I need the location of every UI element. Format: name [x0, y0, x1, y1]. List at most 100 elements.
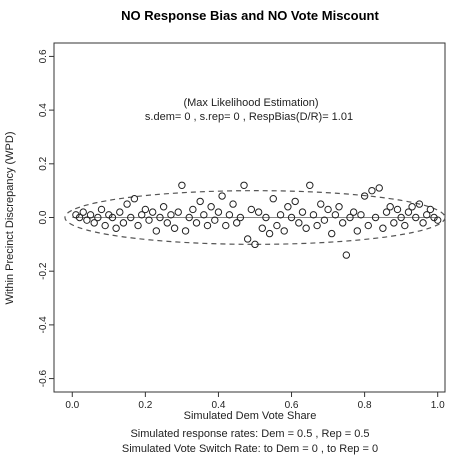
data-point: [258, 224, 266, 232]
x-tick-label: 0.2: [138, 400, 152, 411]
data-point: [170, 224, 179, 232]
y-tick-label: -0.6: [38, 370, 49, 388]
x-tick-label: 0.0: [65, 400, 79, 411]
data-point: [218, 192, 226, 200]
data-point: [141, 205, 150, 214]
data-point: [295, 219, 303, 227]
data-point: [335, 203, 343, 211]
data-point: [181, 227, 190, 235]
data-point: [346, 213, 354, 222]
data-point: [269, 195, 277, 203]
data-point: [280, 227, 288, 235]
data-point: [174, 208, 182, 216]
data-point: [196, 197, 204, 206]
data-point: [222, 221, 230, 230]
y-axis-label: Within Precinct Discrepancy (WPD): [4, 132, 16, 305]
data-point: [127, 213, 135, 222]
data-point: [349, 208, 358, 216]
data-point: [112, 224, 120, 232]
data-point: [229, 200, 237, 208]
data-points: [72, 181, 442, 259]
data-point: [75, 213, 84, 222]
data-point: [163, 219, 171, 227]
data-point: [189, 205, 197, 214]
data-point: [309, 211, 318, 219]
data-point: [178, 181, 186, 189]
data-point: [379, 224, 387, 232]
y-tick-label: -0.2: [38, 262, 49, 280]
data-point: [145, 216, 153, 224]
data-point: [134, 221, 142, 230]
x-axis-label: Simulated Dem Vote Share: [184, 410, 317, 422]
data-point: [159, 203, 168, 211]
data-point: [397, 213, 405, 222]
data-point: [119, 219, 128, 227]
data-point: [302, 224, 310, 232]
data-point: [200, 211, 208, 219]
data-point: [390, 219, 398, 227]
data-point: [368, 186, 376, 195]
data-point: [243, 235, 252, 243]
data-point: [324, 205, 332, 214]
data-point: [328, 229, 336, 238]
data-point: [404, 208, 413, 216]
data-point: [86, 211, 95, 219]
data-point: [382, 208, 391, 216]
data-point: [306, 181, 314, 189]
data-point: [273, 221, 281, 230]
data-point: [408, 203, 416, 211]
data-point: [240, 181, 248, 189]
data-point: [97, 205, 106, 214]
data-point: [401, 221, 409, 230]
data-point: [320, 216, 329, 224]
data-point: [236, 213, 245, 222]
data-point: [233, 219, 241, 227]
data-point: [426, 205, 435, 214]
data-point: [386, 203, 394, 211]
data-point: [214, 208, 223, 216]
data-point: [262, 213, 270, 222]
x-tick-label: 0.6: [285, 400, 299, 411]
data-point: [79, 208, 87, 216]
data-point: [254, 208, 263, 216]
data-point: [433, 216, 442, 224]
data-point: [317, 200, 325, 208]
data-point: [251, 240, 259, 249]
y-tick-label: 0.0: [38, 210, 49, 224]
y-tick-label: -0.4: [38, 316, 49, 334]
data-point: [148, 208, 157, 216]
data-point: [360, 192, 369, 200]
y-axis: -0.6 -0.4 -0.2 0.0 0.2 0.4 0.6: [38, 49, 54, 387]
data-point: [192, 219, 201, 227]
data-point: [298, 208, 307, 216]
data-point: [276, 211, 285, 219]
data-point: [207, 203, 215, 211]
x-tick-label: 1.0: [431, 400, 445, 411]
data-point: [130, 195, 139, 203]
data-point: [357, 211, 365, 219]
data-point: [90, 219, 98, 227]
data-point: [331, 211, 340, 219]
data-point: [287, 213, 296, 222]
data-point: [225, 211, 234, 219]
data-point: [152, 227, 161, 235]
data-point: [247, 205, 256, 214]
data-point: [167, 211, 175, 219]
data-point: [211, 216, 219, 224]
data-point: [313, 221, 321, 230]
data-point: [412, 213, 420, 222]
data-point: [101, 221, 109, 230]
y-tick-label: 0.4: [38, 103, 49, 117]
data-point: [265, 229, 274, 238]
x-tick-label: 0.4: [211, 400, 225, 411]
data-point: [375, 184, 383, 192]
data-point: [423, 211, 431, 219]
y-tick-label: 0.2: [38, 156, 49, 170]
data-point: [138, 211, 146, 219]
data-point: [371, 213, 380, 222]
x-axis: 0.0 0.2 0.4 0.6 0.8 1.0: [65, 392, 445, 411]
data-point: [116, 208, 124, 216]
data-point: [185, 213, 193, 222]
annotation-parameters: s.dem= 0 , s.rep= 0 , RespBias(D/R)= 1.0…: [145, 111, 353, 123]
